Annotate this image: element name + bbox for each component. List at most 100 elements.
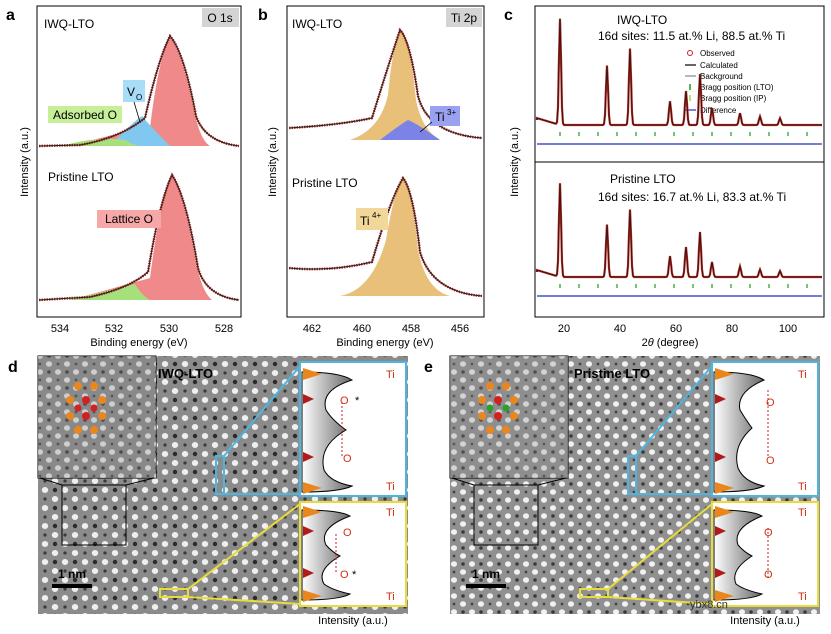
b-ylabel: Intensity (a.u.): [267, 127, 279, 197]
vacancy-peak: [110, 116, 170, 146]
ti4-label: Ti: [360, 214, 370, 228]
vacancy-label-sub: O: [136, 93, 142, 102]
ti-label: Ti: [386, 507, 395, 519]
b-tick: 458: [402, 323, 420, 335]
panel-d: d IWQ-LTO 1 nm Ti O: [8, 355, 408, 627]
o-marker: [303, 394, 314, 404]
ti3-label: Ti: [435, 110, 445, 124]
ti-marker: [715, 368, 734, 380]
panel-letter-a: a: [6, 7, 15, 24]
scalebar-label-e: 1 nm: [472, 567, 500, 581]
fit-bottom: [38, 173, 240, 301]
profile-curve: [301, 509, 352, 601]
c-ticks: 20 40 60 80 100: [558, 323, 797, 335]
ti-marker: [715, 590, 734, 602]
legend-observed-marker: [687, 50, 693, 56]
b-tick: 456: [451, 323, 469, 335]
c-top-sites: 16d sites: 11.5 at.% Li, 88.5 at.% Ti: [598, 29, 785, 43]
ti-label: Ti: [798, 369, 807, 381]
yellow-region-d: [159, 588, 189, 598]
yellow-connector: [187, 503, 301, 590]
xrd-top-pattern: [535, 18, 822, 145]
top-sample-label-b: IWQ-LTO: [292, 17, 342, 31]
ti4-label-bg: [356, 208, 388, 230]
ti-marker: [303, 590, 322, 602]
a-tick: 530: [160, 323, 178, 335]
legend-item: Background: [700, 72, 743, 81]
o-label: O: [343, 527, 352, 539]
tag-o1s: O 1s: [207, 11, 232, 25]
c-top-label: IWQ-LTO: [617, 13, 667, 27]
adsorbed-label: Adsorbed O: [53, 108, 117, 122]
vacancy-label-bg: [123, 80, 145, 102]
top-sample-label: IWQ-LTO: [44, 17, 94, 31]
xrd-bottom-pattern: [535, 183, 822, 297]
panel-letter-d: d: [8, 359, 18, 376]
o-marker: [303, 526, 314, 536]
o-label: O: [343, 453, 352, 465]
lattice-o-peak-top: [70, 37, 210, 146]
profile-curve: [713, 371, 766, 493]
scalebar-e: [466, 584, 506, 588]
inset-source-box-e: [473, 484, 539, 546]
ti3-label-bg: [430, 106, 460, 126]
yellow-connector: [607, 596, 713, 605]
a-xlabel: Binding energy (eV): [90, 337, 187, 349]
yellow-connector: [607, 503, 713, 590]
panel-letter-c: c: [504, 7, 513, 24]
panel-c: c IWQ-LTO 16d sites: 11.5 at.% Li, 88.5 …: [504, 5, 825, 349]
atom-model-d: [66, 382, 106, 434]
ti-label: Ti: [386, 481, 395, 493]
vacancy-label: V: [127, 85, 135, 99]
ti3-pointer: [419, 121, 433, 133]
ti-label: Ti: [386, 369, 395, 381]
o-label: O: [764, 527, 773, 539]
o-marker: [715, 568, 726, 578]
c-xlabel: 2θ (degree): [642, 337, 699, 349]
panel-a-frame: [36, 5, 242, 318]
o-label: O: [340, 569, 349, 581]
fit-top: [38, 35, 240, 147]
o-marker: [303, 568, 314, 578]
yellow-region-e: [579, 588, 609, 598]
panel-letter-b: b: [258, 7, 268, 24]
tag-ti2p: Ti 2p: [451, 11, 478, 25]
o-marker: [715, 394, 726, 404]
c-tick: 20: [558, 323, 570, 335]
b-xlabel: Binding energy (eV): [336, 337, 433, 349]
scalebar-label-d: 1 nm: [58, 567, 86, 581]
a-ylabel: Intensity (a.u.): [19, 127, 31, 197]
yellow-connector: [187, 596, 301, 605]
c-bottom-label: Pristine LTO: [610, 172, 676, 186]
o-label: O: [340, 395, 349, 407]
inset-d-texture: [38, 356, 156, 478]
ti-label: Ti: [798, 481, 807, 493]
o-marker: [303, 452, 314, 462]
panel-letter-e: e: [424, 359, 433, 376]
b-tick: 460: [353, 323, 371, 335]
e-title: Pristine LTO: [574, 366, 650, 381]
c-legend: Observed Calculated Background Bragg pos…: [685, 49, 774, 115]
legend-item: Bragg position (IP): [700, 94, 767, 103]
ti3-peak: [380, 120, 440, 140]
profile-curve: [301, 371, 354, 493]
scalebar-d: [52, 584, 92, 588]
cyan-region-d: [215, 455, 225, 495]
ti4-peak-bottom: [340, 178, 450, 296]
adsorbed-label-bg: [48, 106, 122, 123]
bottom-sample-label: Pristine LTO: [48, 170, 114, 184]
cyan-connector: [223, 365, 301, 457]
profile-curve: [713, 509, 764, 601]
inset-connector: [537, 477, 567, 486]
xrd-calculated: [536, 18, 822, 126]
inset-connector: [39, 477, 63, 486]
o-marker: [715, 452, 726, 462]
ti3-label-sup: 3+: [447, 108, 456, 117]
a-ticks: 534 532 530 528: [51, 323, 233, 335]
ti-marker: [303, 482, 322, 494]
inset-connector: [451, 477, 475, 486]
ti4-label-sup: 4+: [372, 211, 381, 220]
vacancy-pointer: [133, 101, 141, 123]
b-ticks: 462 460 458 456: [303, 323, 469, 335]
